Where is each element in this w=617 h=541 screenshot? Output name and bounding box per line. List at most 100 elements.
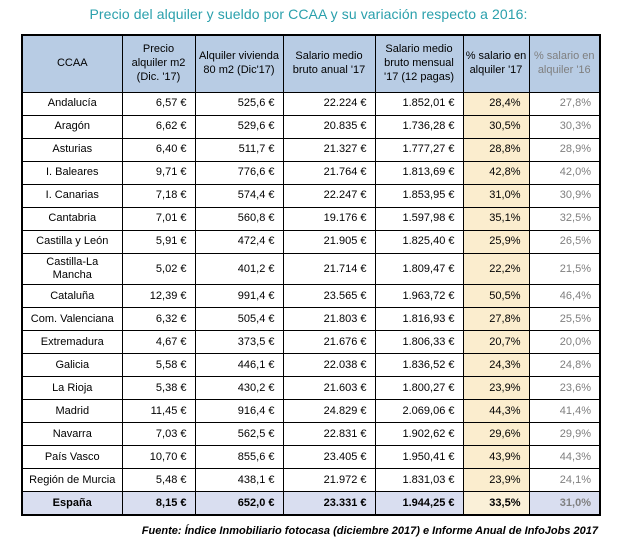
table-row: La Rioja 5,38 €430,2 €21.603 €1.800,27 €2… [21, 376, 601, 401]
value-cell: 32,5% [528, 207, 601, 231]
value-cell: 33,5% [462, 491, 530, 516]
value-cell: 5,58 € [121, 353, 196, 378]
col-header-pct-alquiler-16: % salario en alquiler '16 [528, 34, 601, 93]
value-cell: 1.950,41 € [374, 445, 464, 470]
value-cell: 1.816,93 € [374, 307, 464, 332]
value-cell: 916,4 € [194, 399, 284, 424]
table-row: Navarra 7,03 €562,5 €22.831 €1.902,62 €29… [21, 422, 601, 447]
table-row: Madrid 11,45 €916,4 €24.829 €2.069,06 €44… [21, 399, 601, 424]
value-cell: 21.676 € [282, 330, 376, 355]
value-cell: 1.809,47 € [374, 252, 464, 286]
table-row: Andalucía 6,57 €525,6 €22.224 €1.852,01 €… [21, 92, 601, 116]
value-cell: 21.764 € [282, 161, 376, 185]
value-cell: 21.714 € [282, 252, 376, 286]
value-cell: 2.069,06 € [374, 399, 464, 424]
value-cell: 23,9% [462, 468, 530, 493]
table-row: Cataluña 12,39 €991,4 €23.565 €1.963,72 €… [21, 284, 601, 309]
value-cell: 5,91 € [121, 230, 196, 254]
value-cell: 22.831 € [282, 422, 376, 447]
value-cell: 30,5% [462, 115, 530, 139]
total-row: España 8,15 €652,0 €23.331 €1.944,25 €33,… [21, 491, 601, 516]
value-cell: 35,1% [462, 207, 530, 231]
value-cell: 1.963,72 € [374, 284, 464, 309]
value-cell: 46,4% [528, 284, 601, 309]
value-cell: 430,2 € [194, 376, 284, 401]
value-cell: 42,8% [462, 161, 530, 185]
value-cell: 27,8% [528, 92, 601, 116]
value-cell: 28,8% [462, 138, 530, 162]
value-cell: 24,8% [528, 353, 601, 378]
value-cell: 5,48 € [121, 468, 196, 493]
ccaa-cell: España [21, 491, 123, 516]
table-wrap: CCAA Precio alquiler m2 (Dic. '17) Alqui… [21, 34, 601, 517]
value-cell: 1.825,40 € [374, 230, 464, 254]
ccaa-cell: Castilla-La Mancha [21, 252, 123, 286]
table-row: I. Baleares 9,71 €776,6 €21.764 €1.813,69… [21, 161, 601, 185]
ccaa-cell: Navarra [21, 422, 123, 447]
value-cell: 25,9% [462, 230, 530, 254]
value-cell: 30,3% [528, 115, 601, 139]
ccaa-cell: Andalucía [21, 92, 123, 116]
value-cell: 29,9% [528, 422, 601, 447]
table-row: Aragón 6,62 €529,6 €20.835 €1.736,28 €30,… [21, 115, 601, 139]
col-header-salario-mensual: Salario medio bruto mensual '17 (12 paga… [374, 34, 464, 93]
value-cell: 1.853,95 € [374, 184, 464, 208]
value-cell: 23,6% [528, 376, 601, 401]
ccaa-cell: Extremadura [21, 330, 123, 355]
value-cell: 438,1 € [194, 468, 284, 493]
table-row: Extremadura 4,67 €373,5 €21.676 €1.806,33… [21, 330, 601, 355]
value-cell: 29,6% [462, 422, 530, 447]
col-header-alquiler-80m2: Alquiler vivienda 80 m2 (Dic'17) [194, 34, 284, 93]
value-cell: 1.813,69 € [374, 161, 464, 185]
value-cell: 9,71 € [121, 161, 196, 185]
value-cell: 41,4% [528, 399, 601, 424]
value-cell: 446,1 € [194, 353, 284, 378]
value-cell: 30,9% [528, 184, 601, 208]
ccaa-cell: Galicia [21, 353, 123, 378]
value-cell: 42,0% [528, 161, 601, 185]
value-cell: 991,4 € [194, 284, 284, 309]
value-cell: 6,62 € [121, 115, 196, 139]
value-cell: 4,67 € [121, 330, 196, 355]
col-header-pct-alquiler-17: % salario en alquiler '17 [462, 34, 530, 93]
ccaa-cell: Asturias [21, 138, 123, 162]
value-cell: 23.405 € [282, 445, 376, 470]
value-cell: 574,4 € [194, 184, 284, 208]
value-cell: 21,5% [528, 252, 601, 286]
table-row: Asturias 6,40 €511,7 €21.327 €1.777,27 €2… [21, 138, 601, 162]
value-cell: 1.806,33 € [374, 330, 464, 355]
value-cell: 26,5% [528, 230, 601, 254]
value-cell: 28,4% [462, 92, 530, 116]
value-cell: 24.829 € [282, 399, 376, 424]
value-cell: 20,7% [462, 330, 530, 355]
value-cell: 855,6 € [194, 445, 284, 470]
value-cell: 505,4 € [194, 307, 284, 332]
value-cell: 1.852,01 € [374, 92, 464, 116]
value-cell: 21.803 € [282, 307, 376, 332]
table-row: I. Canarias 7,18 €574,4 €22.247 €1.853,95… [21, 184, 601, 208]
value-cell: 1.736,28 € [374, 115, 464, 139]
value-cell: 525,6 € [194, 92, 284, 116]
value-cell: 22,2% [462, 252, 530, 286]
value-cell: 12,39 € [121, 284, 196, 309]
value-cell: 7,03 € [121, 422, 196, 447]
ccaa-cell: Cataluña [21, 284, 123, 309]
value-cell: 373,5 € [194, 330, 284, 355]
value-cell: 44,3% [528, 445, 601, 470]
value-cell: 529,6 € [194, 115, 284, 139]
value-cell: 43,9% [462, 445, 530, 470]
value-cell: 7,01 € [121, 207, 196, 231]
value-cell: 24,1% [528, 468, 601, 493]
value-cell: 6,57 € [121, 92, 196, 116]
ccaa-cell: I. Baleares [21, 161, 123, 185]
value-cell: 562,5 € [194, 422, 284, 447]
page-title: Precio del alquiler y sueldo por CCAA y … [89, 6, 528, 22]
value-cell: 24,3% [462, 353, 530, 378]
table-row: Castilla-La Mancha 5,02 €401,2 €21.714 €1… [21, 252, 601, 286]
value-cell: 776,6 € [194, 161, 284, 185]
value-cell: 23,9% [462, 376, 530, 401]
value-cell: 22.224 € [282, 92, 376, 116]
value-cell: 5,38 € [121, 376, 196, 401]
col-header-precio-m2: Precio alquiler m2 (Dic. '17) [121, 34, 196, 93]
value-cell: 1.944,25 € [374, 491, 464, 516]
